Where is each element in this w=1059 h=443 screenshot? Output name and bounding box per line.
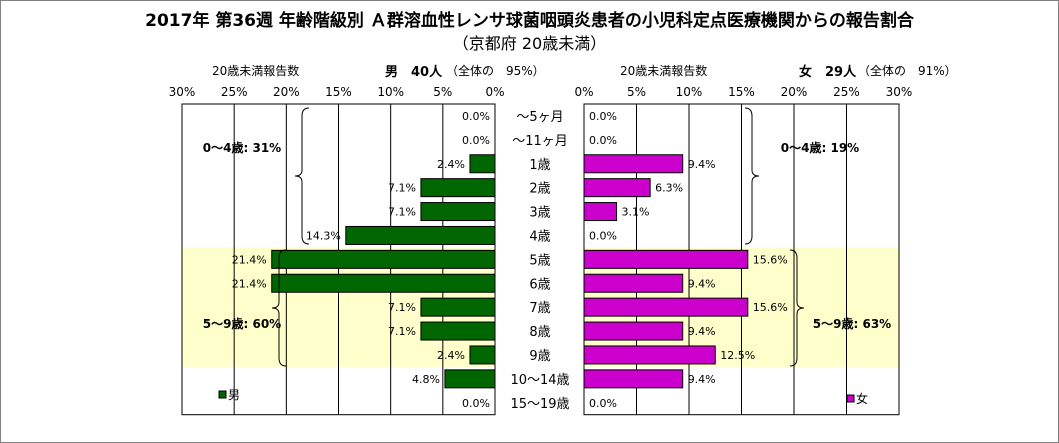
male-header-label: 20歳未満報告数 bbox=[212, 64, 300, 78]
male-value-label: 7.1% bbox=[388, 325, 416, 338]
female-tick-label: 5% bbox=[627, 85, 646, 99]
female-bar bbox=[583, 202, 618, 222]
male-legend-label: 男 bbox=[228, 388, 240, 402]
female-tick-label: 25% bbox=[833, 85, 860, 99]
female-value-label: 15.6% bbox=[753, 253, 788, 266]
chart-title: 2017年 第36週 年齢階級別 Ａ群溶血性レンサ球菌咽頭炎患者の小児科定点医療… bbox=[145, 11, 914, 31]
female-brace-5-9 bbox=[789, 249, 805, 367]
female-header-label: 20歳未満報告数 bbox=[620, 64, 708, 78]
female-legend-label: 女 bbox=[856, 391, 868, 406]
age-category-label: 9歳 bbox=[529, 349, 550, 364]
female-count-label: 女 29人 bbox=[799, 65, 857, 80]
age-category-label: 1歳 bbox=[529, 158, 550, 173]
age-category-label: 6歳 bbox=[529, 277, 550, 292]
male-tick-label: 10% bbox=[377, 85, 404, 99]
female-bar bbox=[583, 297, 749, 317]
female-bar bbox=[583, 369, 684, 389]
female-brace-0-4 bbox=[744, 107, 760, 245]
male-value-label: 21.4% bbox=[232, 253, 267, 266]
male-value-label: 7.1% bbox=[388, 182, 416, 195]
male-bar bbox=[469, 154, 496, 174]
age-category-label: 15～19歳 bbox=[510, 397, 569, 412]
age-category-label: 2歳 bbox=[529, 182, 550, 197]
male-count-label: 男 40人 bbox=[385, 65, 443, 80]
female-value-label: 9.4% bbox=[688, 277, 716, 290]
female-tick-label: 10% bbox=[676, 85, 703, 99]
female-value-label: 6.3% bbox=[655, 182, 683, 195]
male-tick-label: 0% bbox=[485, 85, 504, 99]
female-value-label: 9.4% bbox=[688, 373, 716, 386]
female-value-label: 0.0% bbox=[589, 134, 617, 147]
female-value-label: 9.4% bbox=[688, 325, 716, 338]
age-category-label: 10～14歳 bbox=[510, 373, 569, 388]
male-tick-label: 25% bbox=[221, 85, 248, 99]
female-bar bbox=[583, 345, 716, 365]
male-bar bbox=[345, 225, 496, 245]
male-value-label: 0.0% bbox=[462, 134, 490, 147]
female-bar bbox=[583, 321, 684, 341]
male-bar bbox=[420, 297, 496, 317]
female-value-label: 0.0% bbox=[589, 229, 617, 242]
male-value-label: 14.3% bbox=[306, 229, 341, 242]
female-share-label: （全体の 91%） bbox=[858, 64, 957, 78]
male-bar bbox=[271, 249, 496, 269]
male-brace-5-9 bbox=[271, 249, 287, 367]
female-group-label-5-9: 5～9歳: 63% bbox=[813, 316, 891, 331]
age-category-label: 8歳 bbox=[529, 325, 550, 340]
age-category-label: 5歳 bbox=[529, 253, 550, 268]
age-category-label: ～11ヶ月 bbox=[512, 134, 568, 149]
male-bar bbox=[420, 178, 496, 198]
female-value-label: 12.5% bbox=[720, 349, 755, 362]
female-value-label: 3.1% bbox=[622, 206, 650, 219]
chart-subtitle: （京都府 20歳未満） bbox=[452, 34, 607, 53]
female-tick-label: 20% bbox=[781, 85, 808, 99]
male-value-label: 0.0% bbox=[462, 397, 490, 410]
female-tick-label: 15% bbox=[728, 85, 755, 99]
male-group-label-5-9: 5～9歳: 60% bbox=[203, 316, 281, 331]
female-value-label: 9.4% bbox=[688, 158, 716, 171]
female-tick-label: 0% bbox=[574, 85, 593, 99]
male-value-label: 0.0% bbox=[462, 110, 490, 123]
male-bar bbox=[469, 345, 496, 365]
female-bar bbox=[583, 273, 684, 293]
age-category-label: 4歳 bbox=[529, 229, 550, 244]
female-tick-label: 30% bbox=[886, 85, 913, 99]
age-category-label: ～5ヶ月 bbox=[516, 110, 563, 125]
age-category-label: 3歳 bbox=[529, 206, 550, 221]
male-bar bbox=[271, 273, 496, 293]
age-category-label: 7歳 bbox=[529, 301, 550, 316]
female-value-label: 0.0% bbox=[589, 110, 617, 123]
male-value-label: 2.4% bbox=[437, 349, 465, 362]
male-value-label: 21.4% bbox=[232, 277, 267, 290]
male-value-label: 7.1% bbox=[388, 206, 416, 219]
male-bar bbox=[420, 202, 496, 222]
male-brace-0-4 bbox=[294, 107, 310, 245]
male-share-label: （全体の 95%） bbox=[446, 64, 545, 78]
male-legend-swatch bbox=[218, 390, 227, 399]
female-bar bbox=[583, 178, 651, 198]
female-bar bbox=[583, 249, 749, 269]
male-bar bbox=[444, 369, 496, 389]
female-value-label: 15.6% bbox=[753, 301, 788, 314]
male-tick-label: 15% bbox=[325, 85, 352, 99]
male-bar bbox=[420, 321, 496, 341]
male-tick-label: 5% bbox=[433, 85, 452, 99]
male-value-label: 2.4% bbox=[437, 158, 465, 171]
female-bar bbox=[583, 154, 684, 174]
female-value-label: 0.0% bbox=[589, 397, 617, 410]
female-legend-swatch bbox=[846, 394, 855, 403]
male-group-label-0-4: 0～4歳: 31% bbox=[203, 140, 281, 155]
male-tick-label: 20% bbox=[273, 85, 300, 99]
male-value-label: 4.8% bbox=[412, 373, 440, 386]
male-tick-label: 30% bbox=[169, 85, 196, 99]
female-group-label-0-4: 0～4歳: 19% bbox=[781, 140, 859, 155]
male-value-label: 7.1% bbox=[388, 301, 416, 314]
